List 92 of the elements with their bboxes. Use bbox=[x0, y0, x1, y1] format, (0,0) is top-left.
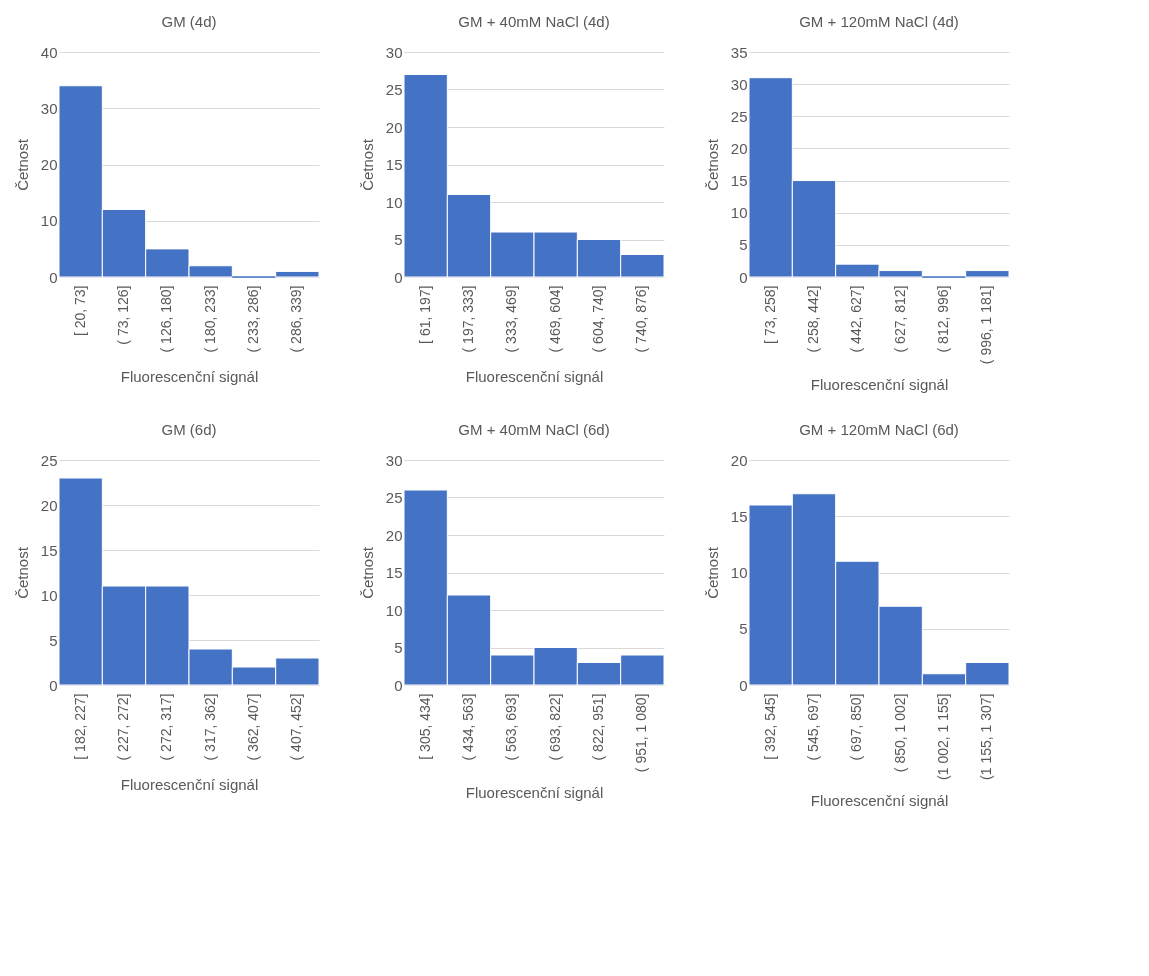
y-tick-label: 40 bbox=[40, 43, 58, 61]
x-tick-label: ( 693, 822] bbox=[546, 693, 563, 761]
x-axis-title: Fluorescenční signál bbox=[465, 368, 604, 386]
y-tick-label: 20 bbox=[730, 139, 748, 157]
y-tick-label: 10 bbox=[385, 193, 403, 211]
y-tick-label: 5 bbox=[49, 631, 58, 649]
x-tick-label: [ 392, 545] bbox=[761, 693, 778, 760]
x-tick-label: [ 182, 227] bbox=[71, 693, 88, 760]
x-tick-label: ( 197, 333] bbox=[460, 285, 476, 353]
y-tick-label: 25 bbox=[385, 489, 403, 506]
x-tick-label: ( 951, 1 080] bbox=[633, 693, 650, 773]
x-axis-title: Fluorescenční signál bbox=[120, 776, 259, 794]
x-tick-label: ( 469, 604] bbox=[546, 285, 563, 353]
chart-title: GM (6d) bbox=[161, 421, 217, 438]
y-tick-label: 10 bbox=[385, 601, 403, 619]
x-tick-label: (1 155, 1 307] bbox=[978, 693, 995, 780]
y-axis-title: Četnost bbox=[358, 546, 376, 599]
y-tick-label: 30 bbox=[730, 75, 748, 93]
x-tick-label: [ 61, 197] bbox=[416, 285, 433, 344]
y-axis-title: Četnost bbox=[13, 546, 31, 599]
chart-title: GM + 40mM NaCl (4d) bbox=[458, 13, 610, 30]
y-tick-label: 0 bbox=[739, 676, 748, 694]
y-tick-label: 10 bbox=[40, 586, 58, 604]
y-tick-label: 20 bbox=[385, 118, 403, 136]
x-tick-label: ( 317, 362] bbox=[201, 693, 218, 761]
x-tick-label: ( 73, 126] bbox=[115, 285, 131, 345]
x-tick-label: [ 73, 258] bbox=[761, 285, 778, 344]
y-tick-label: 15 bbox=[730, 172, 748, 190]
y-tick-label: 20 bbox=[385, 526, 403, 544]
chart-title: GM + 120mM NaCl (6d) bbox=[799, 421, 959, 438]
y-tick-label: 5 bbox=[394, 231, 403, 248]
x-tick-label: ( 434, 563] bbox=[460, 693, 476, 761]
y-tick-label: 35 bbox=[730, 43, 748, 61]
y-tick-label: 20 bbox=[730, 451, 748, 469]
x-axis-title: Fluorescenční signál bbox=[465, 784, 604, 802]
x-tick-label: ( 604, 740] bbox=[590, 285, 606, 353]
x-tick-label: (1 002, 1 155] bbox=[935, 693, 951, 780]
y-tick-label: 30 bbox=[385, 43, 403, 61]
x-tick-label: ( 233, 286] bbox=[245, 285, 261, 353]
y-tick-label: 25 bbox=[730, 107, 748, 125]
y-tick-label: 10 bbox=[730, 204, 748, 222]
y-tick-label: 0 bbox=[739, 268, 748, 286]
x-tick-label: ( 227, 272] bbox=[115, 693, 131, 761]
y-tick-label: 15 bbox=[40, 541, 58, 559]
x-tick-label: ( 740, 876] bbox=[633, 285, 650, 353]
x-tick-label: ( 286, 339] bbox=[288, 285, 305, 353]
x-tick-label: ( 362, 407] bbox=[245, 693, 261, 761]
y-tick-label: 0 bbox=[394, 268, 403, 286]
x-tick-label: ( 812, 996] bbox=[935, 285, 951, 353]
y-tick-label: 20 bbox=[40, 156, 58, 173]
y-tick-label: 5 bbox=[394, 639, 403, 656]
x-axis-title: Fluorescenční signál bbox=[810, 376, 949, 394]
x-axis-title: Fluorescenční signál bbox=[810, 791, 949, 809]
x-tick-label: ( 333, 469] bbox=[503, 285, 520, 353]
y-tick-label: 5 bbox=[739, 620, 748, 638]
chart-title: GM + 120mM NaCl (4d) bbox=[799, 13, 959, 30]
x-tick-label: [ 20, 73] bbox=[71, 285, 88, 337]
x-tick-label: ( 627, 812] bbox=[891, 285, 908, 353]
y-tick-label: 20 bbox=[40, 496, 58, 514]
x-tick-label: ( 272, 317] bbox=[158, 693, 175, 761]
y-tick-label: 30 bbox=[385, 451, 403, 469]
x-tick-label: ( 407, 452] bbox=[288, 693, 305, 761]
chart-title: GM (4d) bbox=[161, 13, 217, 30]
y-tick-label: 0 bbox=[49, 268, 58, 286]
y-tick-label: 0 bbox=[394, 676, 403, 694]
x-tick-label: [ 305, 434] bbox=[416, 693, 433, 760]
y-axis-title: Četnost bbox=[358, 138, 376, 191]
x-tick-label: ( 442, 627] bbox=[848, 285, 865, 353]
y-tick-label: 25 bbox=[40, 451, 58, 469]
x-tick-label: ( 822, 951] bbox=[590, 693, 606, 761]
y-tick-label: 15 bbox=[385, 156, 403, 173]
y-tick-label: 10 bbox=[40, 212, 58, 230]
x-tick-label: ( 258, 442] bbox=[805, 285, 821, 353]
x-tick-label: ( 563, 693] bbox=[503, 693, 520, 761]
y-tick-label: 30 bbox=[40, 99, 58, 117]
x-tick-label: ( 545, 697] bbox=[805, 693, 821, 761]
y-tick-label: 0 bbox=[49, 676, 58, 694]
x-tick-label: ( 180, 233] bbox=[201, 285, 218, 353]
x-tick-label: ( 996, 1 181] bbox=[978, 285, 995, 365]
x-axis-title: Fluorescenční signál bbox=[120, 368, 259, 386]
x-tick-label: ( 126, 180] bbox=[158, 285, 175, 353]
x-tick-label: ( 850, 1 002] bbox=[891, 693, 908, 773]
y-axis-title: Četnost bbox=[13, 138, 31, 191]
y-axis-title: Četnost bbox=[703, 546, 721, 599]
y-tick-label: 25 bbox=[385, 81, 403, 98]
chart-title: GM + 40mM NaCl (6d) bbox=[458, 421, 610, 438]
y-tick-label: 10 bbox=[730, 564, 748, 581]
y-tick-label: 15 bbox=[730, 507, 748, 525]
x-tick-label: ( 697, 850] bbox=[848, 693, 865, 761]
y-axis-title: Četnost bbox=[703, 138, 721, 191]
y-tick-label: 5 bbox=[739, 236, 748, 254]
y-tick-label: 15 bbox=[385, 564, 403, 581]
